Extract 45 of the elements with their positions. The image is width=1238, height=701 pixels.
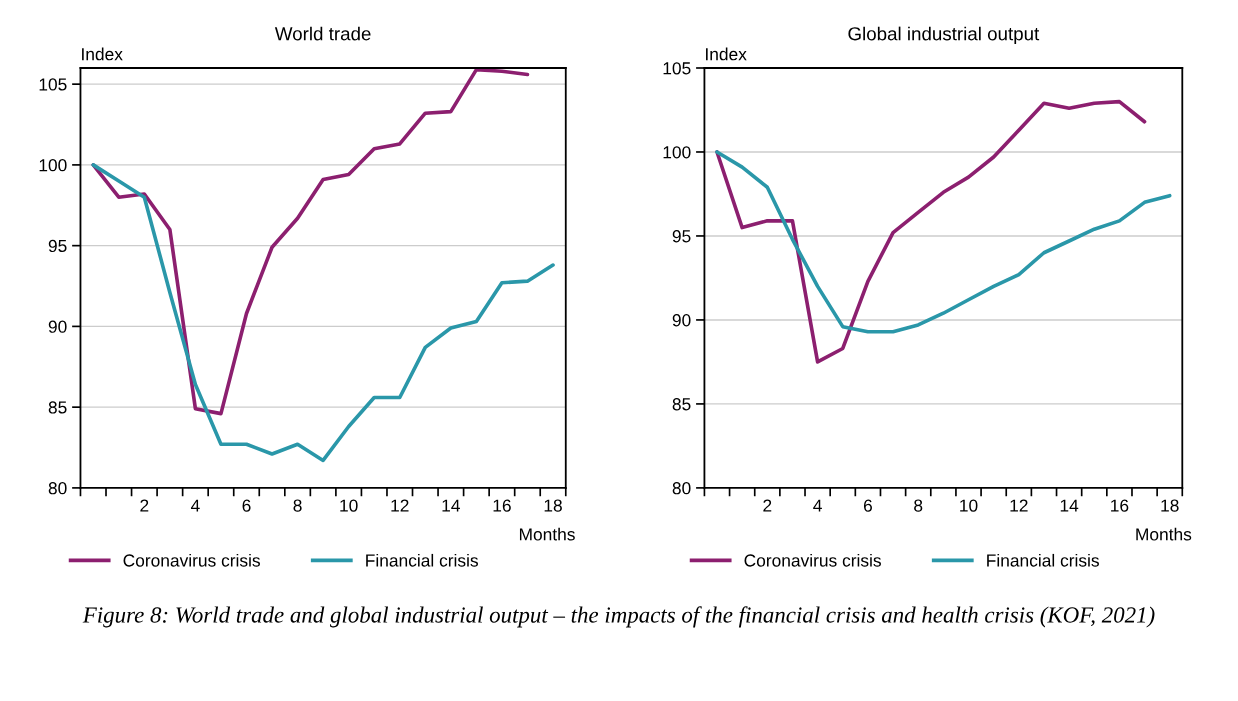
x-tick-label: 12 xyxy=(391,499,409,512)
y-tick-label: 90 xyxy=(672,314,691,327)
y-tick-label: 100 xyxy=(663,146,691,159)
y-axis-title: Index xyxy=(706,47,747,61)
line-series xyxy=(715,150,1172,334)
x-tick-label: 8 xyxy=(914,499,923,512)
y-tick-label: 95 xyxy=(672,230,691,243)
legend-label: Financial crisis xyxy=(366,553,478,567)
y-tick-label: 105 xyxy=(663,62,691,75)
x-axis-title: Months xyxy=(519,527,575,541)
legend-label: Financial crisis xyxy=(987,553,1099,567)
x-tick-label: 2 xyxy=(763,499,772,512)
legend-label: Coronavirus crisis xyxy=(744,553,881,567)
x-tick-label: 14 xyxy=(1060,499,1079,512)
x-tick-label: 4 xyxy=(813,499,822,512)
y-axis-title: Index xyxy=(82,47,123,61)
legend-label: Coronavirus crisis xyxy=(123,553,260,567)
y-tick-label: 105 xyxy=(39,78,67,91)
line-series xyxy=(715,99,1147,364)
x-tick-label: 4 xyxy=(190,499,200,512)
x-axis-title: Months xyxy=(1136,527,1192,541)
x-tick-label: 12 xyxy=(1010,499,1028,512)
x-tick-label: 14 xyxy=(442,499,460,512)
chart-title: World trade xyxy=(274,26,371,41)
y-tick-label: 85 xyxy=(672,398,691,411)
caption: Figure 8: World trade and global industrial output – the impacts of the financial crisis and health crisis (KOF, 2021) xyxy=(82,606,1155,628)
chart-title: Global industrial output xyxy=(848,26,1040,45)
y-tick-label: 90 xyxy=(48,320,67,333)
line-series xyxy=(91,163,555,463)
y-tick-label: 80 xyxy=(672,482,691,495)
x-tick-label: 2 xyxy=(140,499,149,512)
x-tick-label: 6 xyxy=(863,499,872,512)
x-tick-label: 10 xyxy=(960,499,978,512)
y-tick-label: 80 xyxy=(48,482,67,495)
x-tick-label: 16 xyxy=(493,499,511,512)
x-tick-label: 10 xyxy=(340,499,358,512)
y-tick-label: 100 xyxy=(39,159,67,172)
y-tick-label: 85 xyxy=(48,401,67,414)
x-tick-label: 18 xyxy=(544,499,562,512)
x-tick-label: 18 xyxy=(1161,499,1179,512)
x-tick-label: 6 xyxy=(242,499,251,512)
line-series xyxy=(91,67,530,416)
y-tick-label: 95 xyxy=(48,239,67,253)
x-tick-label: 8 xyxy=(293,499,302,512)
x-tick-label: 16 xyxy=(1111,499,1129,512)
